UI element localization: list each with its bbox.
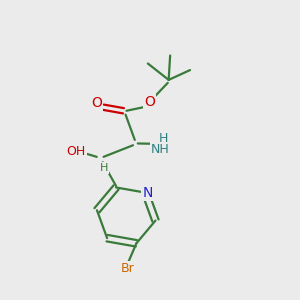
Text: H: H	[100, 163, 108, 173]
Text: Br: Br	[121, 262, 134, 275]
Text: N: N	[142, 186, 153, 200]
Text: O: O	[144, 95, 155, 109]
Text: O: O	[91, 96, 102, 110]
Text: OH: OH	[66, 145, 85, 158]
Text: NH: NH	[151, 143, 169, 156]
Text: H: H	[158, 132, 168, 145]
